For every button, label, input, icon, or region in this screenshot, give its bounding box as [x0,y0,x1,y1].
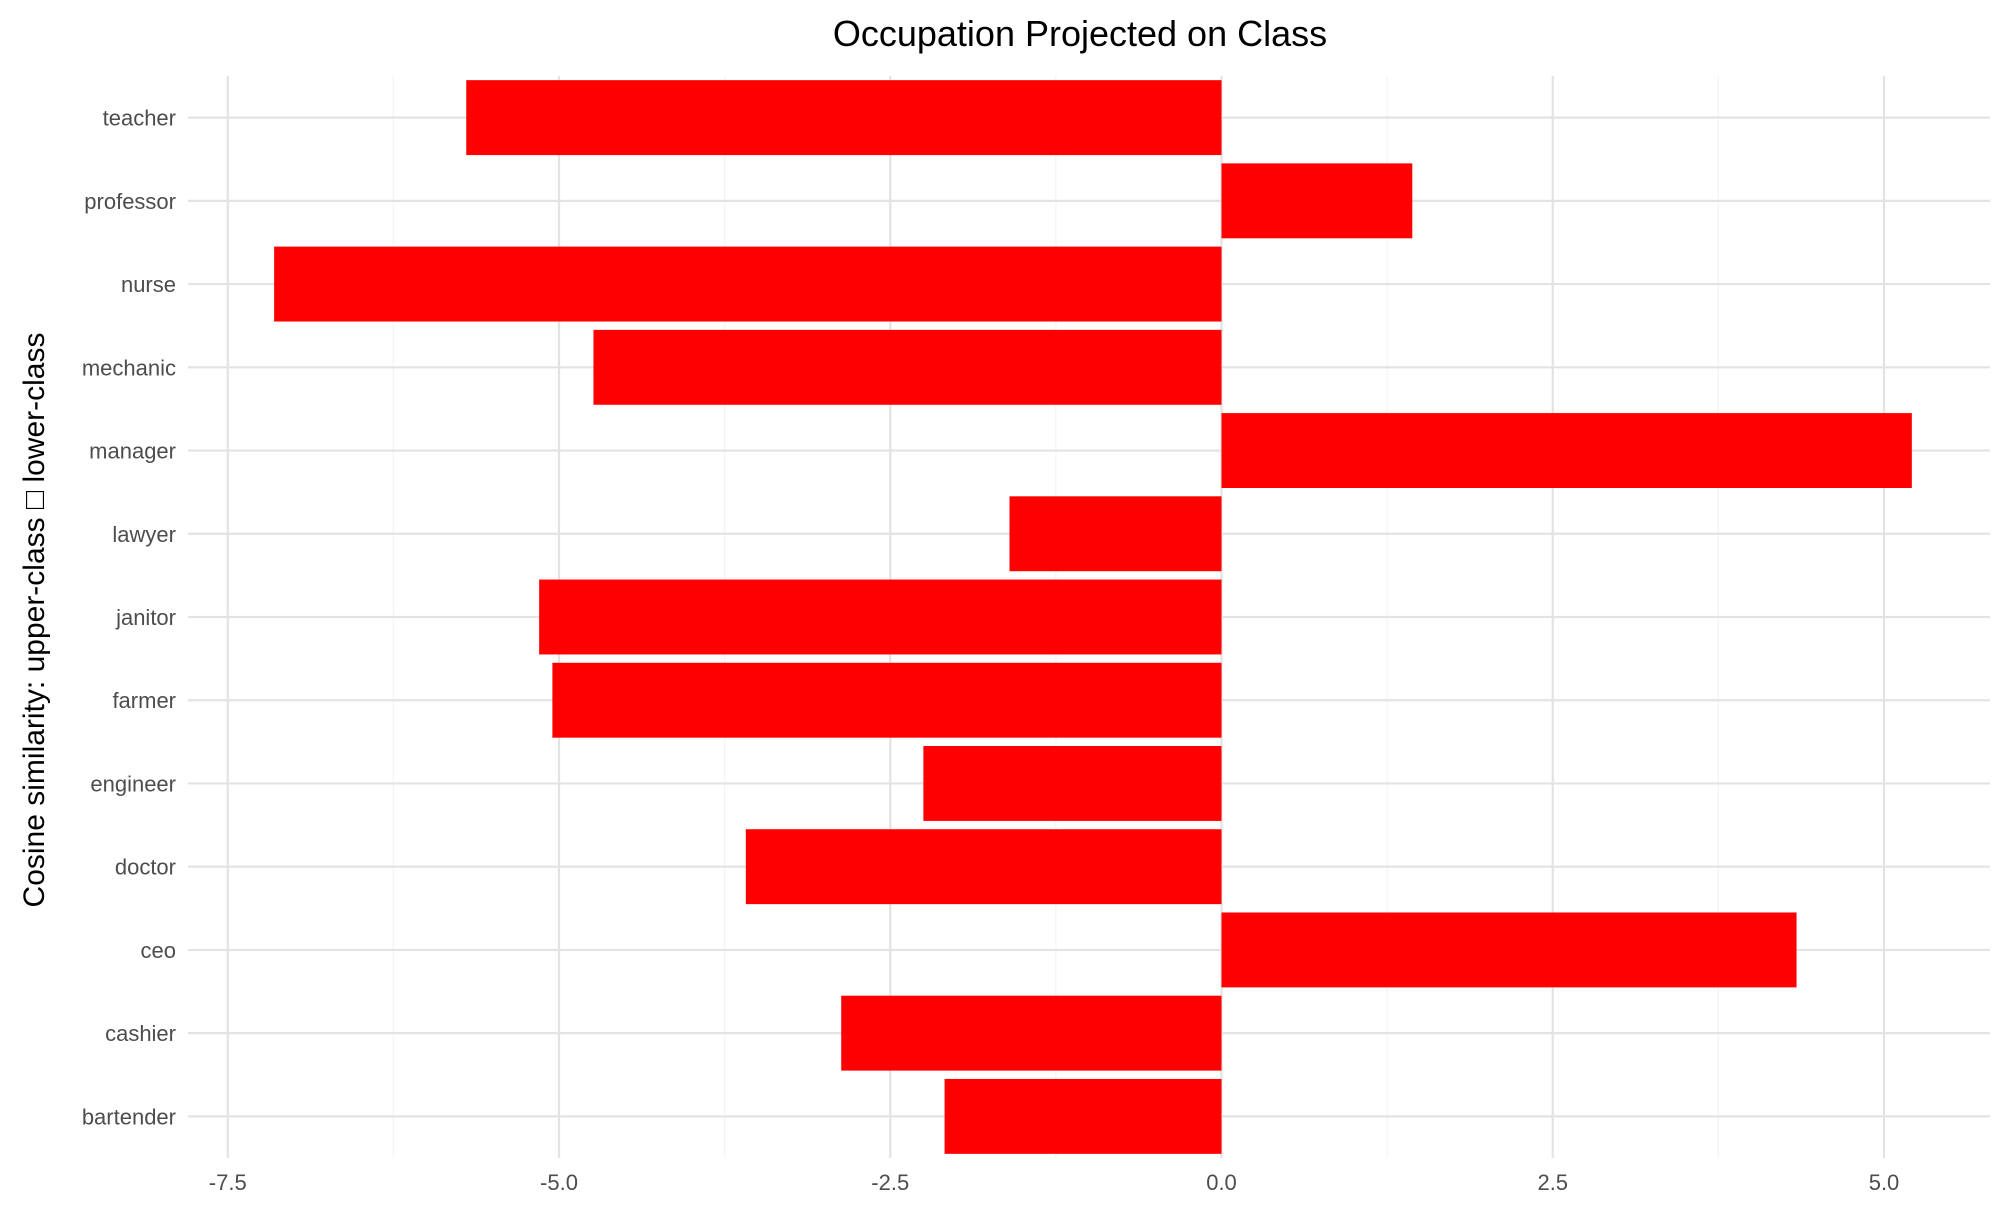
bar-farmer [552,662,1222,738]
x-tick-label: 2.5 [1537,1170,1568,1195]
x-tick-label: -7.5 [209,1170,247,1195]
y-tick-label: janitor [115,605,176,630]
bar-doctor [745,829,1222,905]
y-tick-label: engineer [90,771,176,796]
bars [274,80,1912,1154]
y-tick-label: farmer [112,688,176,713]
bar-professor [1221,163,1413,239]
bar-bartender [944,1078,1222,1154]
bar-manager [1221,413,1912,488]
y-tick-label: cashier [105,1021,176,1046]
bar-ceo [1221,912,1797,988]
bar-janitor [539,579,1222,655]
bar-engineer [923,746,1222,821]
y-tick-label: nurse [121,272,176,297]
y-tick-label: doctor [115,855,176,880]
y-tick-label: manager [89,439,176,464]
y-tick-label: ceo [141,938,176,963]
y-axis-label: Cosine similarity: upper-class □ lower-c… [18,333,51,908]
y-tick-label: professor [84,189,176,214]
y-tick-label: lawyer [112,522,176,547]
bar-teacher [466,80,1222,156]
bar-mechanic [593,329,1222,405]
y-tick-label: mechanic [82,355,176,380]
x-tick-label: 0.0 [1206,1170,1237,1195]
x-tick-label: 5.0 [1869,1170,1900,1195]
bar-nurse [274,246,1222,322]
y-tick-label: teacher [103,106,176,131]
bar-cashier [841,995,1222,1071]
tick-labels: -7.5 -5.0 -2.5 0.0 2.5 5.0 teacher professor nur… [82,106,1899,1195]
x-tick-label: -5.0 [540,1170,578,1195]
y-tick-label: bartender [82,1104,176,1129]
chart-title: Occupation Projected on Class [833,13,1327,54]
bar-lawyer [1009,496,1222,572]
x-tick-label: -2.5 [871,1170,909,1195]
